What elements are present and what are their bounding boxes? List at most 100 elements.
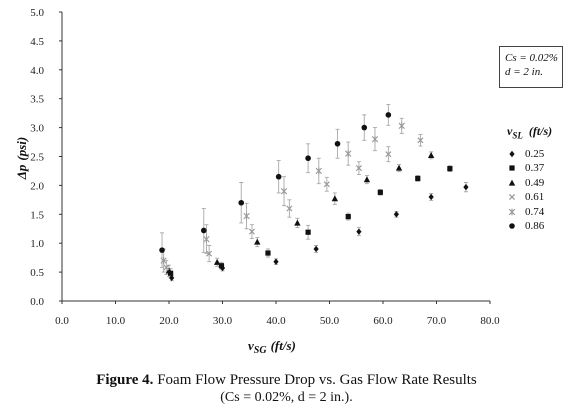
x-tick-label: 30.0 xyxy=(213,315,233,327)
condition-note: Cs = 0.02% d = 2 in. xyxy=(499,46,563,88)
data-point-0.37 xyxy=(305,229,311,235)
legend-label: 0.61 xyxy=(525,191,545,204)
data-point-0.74 xyxy=(315,167,322,175)
legend-marker xyxy=(508,179,516,186)
note-line-1: Cs = 0.02% xyxy=(505,52,558,64)
y-tick-label: 5.0 xyxy=(30,7,44,19)
legend-marker xyxy=(508,208,516,216)
y-tick-label: 0.0 xyxy=(30,296,44,308)
data-point-0.74 xyxy=(280,187,288,195)
data-points xyxy=(159,112,469,282)
legend-item-0.49: 0.49 xyxy=(505,175,571,190)
data-point-0.61 xyxy=(248,228,255,235)
data-point-0.49 xyxy=(331,195,339,202)
data-point-0.37 xyxy=(265,250,271,256)
legend-marker xyxy=(508,194,516,201)
legend-marker xyxy=(509,223,515,229)
error-bars xyxy=(160,104,468,282)
legend-label: 0.37 xyxy=(525,162,545,175)
legend-marker-circle-icon xyxy=(509,223,515,229)
y-tick-label: 1.5 xyxy=(30,209,44,221)
x-axis-title: vSG (ft/s) xyxy=(248,338,296,356)
axes xyxy=(59,11,491,304)
data-point-0.74 xyxy=(371,135,379,143)
x-tick-label: 10.0 xyxy=(106,315,126,327)
legend-marker xyxy=(509,150,515,157)
y-tick-label: 2.5 xyxy=(30,152,44,164)
data-point-0.74 xyxy=(398,122,405,130)
figure-label: Figure 4. xyxy=(96,372,154,388)
data-point-0.86 xyxy=(385,112,392,118)
data-point-0.61 xyxy=(385,151,392,158)
legend-marker-triangle-icon xyxy=(508,179,516,186)
data-point-0.49 xyxy=(363,176,371,183)
y-tick-label: 2.0 xyxy=(30,180,44,192)
data-point-0.86 xyxy=(361,124,368,131)
data-point-0.74 xyxy=(243,212,250,220)
data-point-0.25 xyxy=(169,274,175,282)
y-tick-label: 4.5 xyxy=(30,36,44,48)
x-tick-label: 40.0 xyxy=(266,315,286,327)
x-tick-label: 70.0 xyxy=(427,315,447,327)
y-tick-label: 3.0 xyxy=(30,123,44,135)
data-point-0.37 xyxy=(218,263,225,269)
data-point-0.61 xyxy=(163,264,170,271)
data-point-0.61 xyxy=(206,250,213,257)
data-point-0.61 xyxy=(355,165,362,172)
data-point-0.86 xyxy=(275,173,282,180)
data-point-0.49 xyxy=(395,164,403,171)
y-axis-title: Δp(psi) xyxy=(14,137,29,181)
data-point-0.86 xyxy=(238,199,245,206)
x-tick-label: 20.0 xyxy=(159,315,179,327)
figure-caption-line-1: Figure 4. Foam Flow Pressure Drop vs. Ga… xyxy=(96,372,477,388)
data-point-0.86 xyxy=(159,247,165,253)
legend-label: 0.74 xyxy=(525,205,545,218)
legend-marker-diamond-icon xyxy=(509,150,515,157)
data-point-0.61 xyxy=(286,205,293,212)
legend-item-0.25: 0.25 xyxy=(505,146,571,161)
data-point-0.74 xyxy=(345,150,352,158)
legend-label: 0.25 xyxy=(525,147,545,160)
x-tick-label: 60.0 xyxy=(373,315,393,327)
data-point-0.25 xyxy=(463,183,469,191)
data-point-0.86 xyxy=(305,155,311,162)
data-point-0.37 xyxy=(415,175,421,182)
data-point-0.74 xyxy=(160,257,167,264)
data-point-0.74 xyxy=(203,235,210,243)
legend-item-0.86: 0.86 xyxy=(505,219,571,234)
legend-marker-square-icon xyxy=(509,165,515,171)
data-point-0.49 xyxy=(427,151,435,158)
y-tick-label: 4.0 xyxy=(30,65,44,77)
x-tick-label: 0.0 xyxy=(55,315,69,327)
note-line-2: d = 2 in. xyxy=(505,66,543,78)
legend-label: 0.86 xyxy=(525,220,545,233)
data-point-0.61 xyxy=(323,181,330,188)
data-point-0.25 xyxy=(393,211,399,218)
legend-item-0.61: 0.61 xyxy=(505,190,571,205)
data-point-0.49 xyxy=(294,219,301,226)
data-point-0.61 xyxy=(417,137,424,144)
y-tick-label: 3.5 xyxy=(30,94,44,106)
legend-marker-x-icon xyxy=(508,194,516,201)
legend-item-0.74: 0.74 xyxy=(505,204,571,219)
data-point-0.25 xyxy=(356,228,362,235)
data-point-0.25 xyxy=(313,245,319,253)
data-point-0.25 xyxy=(428,193,434,201)
x-tick-label: 80.0 xyxy=(480,315,500,327)
legend-marker xyxy=(509,165,515,171)
legend-item-0.37: 0.37 xyxy=(505,161,571,176)
data-point-0.37 xyxy=(377,189,383,195)
data-point-0.86 xyxy=(334,140,341,147)
tick-labels: 0.0 10.0 20.0 30.0 40.0 50.0 60.0 70.0 80.0 0.0 0.… xyxy=(30,7,500,327)
data-point-0.49 xyxy=(213,258,221,265)
data-point-0.86 xyxy=(200,227,207,234)
data-point-0.49 xyxy=(165,267,173,274)
y-tick-label: 0.5 xyxy=(30,267,44,279)
data-point-0.37 xyxy=(345,214,351,220)
data-point-0.49 xyxy=(254,238,261,245)
legend: vSL (ft/s) 0.25 0.37 0.49 0.61 0.74 0.86 xyxy=(505,124,571,233)
data-point-0.25 xyxy=(273,258,279,265)
legend-label: 0.49 xyxy=(525,176,545,189)
legend-title: vSL (ft/s) xyxy=(507,124,553,141)
